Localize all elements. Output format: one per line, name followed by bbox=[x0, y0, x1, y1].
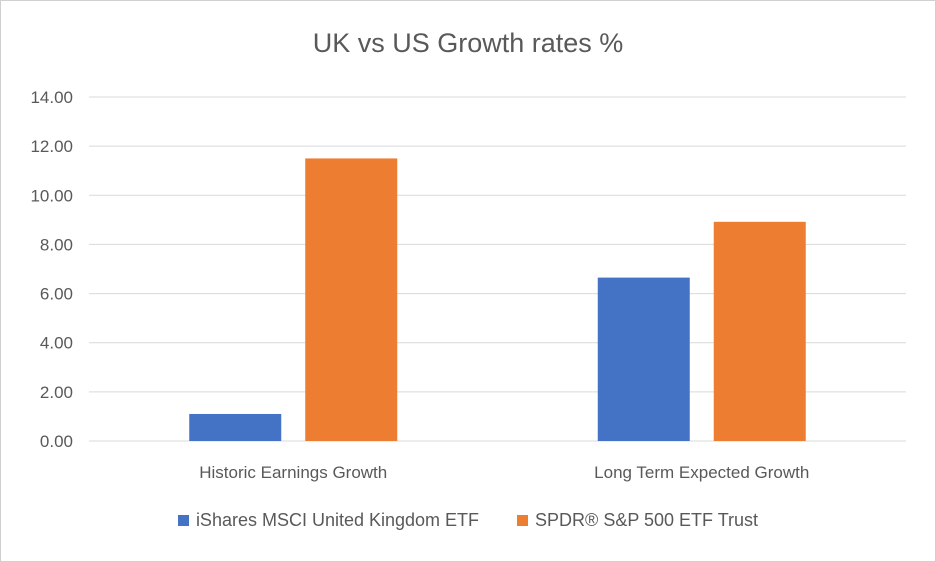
y-tick-label: 12.00 bbox=[30, 137, 73, 156]
y-tick-label: 6.00 bbox=[40, 285, 73, 304]
y-tick-label: 4.00 bbox=[40, 334, 73, 353]
y-tick-label: 10.00 bbox=[30, 186, 73, 205]
y-tick-label: 14.00 bbox=[30, 88, 73, 107]
legend-label: SPDR® S&P 500 ETF Trust bbox=[535, 510, 759, 530]
chart-title: UK vs US Growth rates % bbox=[312, 28, 624, 58]
legend-label: iShares MSCI United Kingdom ETF bbox=[195, 510, 480, 530]
bar-series1-cat1 bbox=[713, 221, 806, 441]
x-category-label: Historic Earnings Growth bbox=[199, 463, 387, 482]
bar-series0-cat1 bbox=[597, 277, 690, 441]
x-axis-category-labels: Historic Earnings Growth Long Term Expect… bbox=[199, 463, 809, 482]
bar-series1-cat0 bbox=[305, 158, 398, 441]
legend-item-1: SPDR® S&P 500 ETF Trust bbox=[517, 510, 758, 531]
bar-series0-cat0 bbox=[189, 413, 282, 441]
y-tick-label: 8.00 bbox=[40, 235, 73, 254]
legend-swatch bbox=[517, 515, 529, 526]
y-tick-label: 0.00 bbox=[40, 432, 73, 451]
y-axis-tick-labels: 0.00 2.00 4.00 6.00 8.00 10.00 12.00 14.00 bbox=[30, 88, 73, 451]
legend: iShares MSCI United Kingdom ETF SPDR® S&P… bbox=[0, 510, 936, 531]
x-category-label: Long Term Expected Growth bbox=[594, 463, 809, 482]
legend-item-0: iShares MSCI United Kingdom ETF bbox=[177, 510, 480, 531]
legend-swatch bbox=[177, 515, 189, 526]
bars bbox=[189, 158, 806, 441]
y-tick-label: 2.00 bbox=[40, 383, 73, 402]
